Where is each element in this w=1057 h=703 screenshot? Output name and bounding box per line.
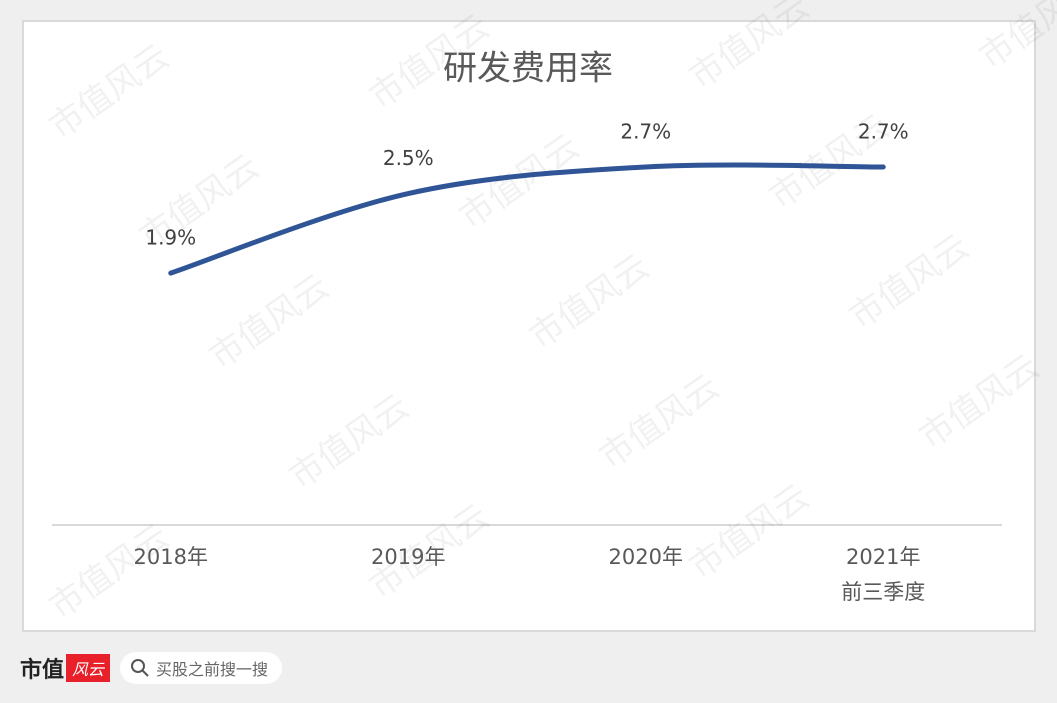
data-label: 2.7% [620,120,671,144]
watermark: 市值风云 [282,387,416,498]
x-tick-label: 2020年 [608,545,683,569]
x-tick-label: 2021年 前三季度 [841,545,926,604]
data-label: 1.9% [145,226,196,250]
search-icon [131,659,149,677]
watermark: 市值风云 [682,0,816,97]
search-placeholder: 买股之前搜一搜 [156,660,269,679]
watermark: 市值风云 [912,347,1046,458]
watermark: 市值风云 [42,37,176,148]
data-label: 2.5% [383,146,434,170]
chart-card [22,20,1036,632]
watermark: 市值风云 [592,367,726,478]
data-label: 2.7% [858,120,909,144]
watermark: 市值风云 [202,267,336,378]
search-box[interactable]: 买股之前搜一搜 [120,652,283,684]
watermark: 市值风云 [522,247,656,358]
watermark: 市值风云 [972,0,1057,77]
line [168,162,886,276]
brand: 市值 [20,657,65,683]
x-tick-label: 2019年 [371,545,446,569]
watermark: 市值风云 [842,227,976,338]
chart-title: 研发费用率 [443,49,613,89]
footer: 市值 风云 买股之前搜一搜 [20,650,283,686]
brand-badge: 风云 [66,654,111,682]
x-tick-label: 2018年 [133,545,208,569]
